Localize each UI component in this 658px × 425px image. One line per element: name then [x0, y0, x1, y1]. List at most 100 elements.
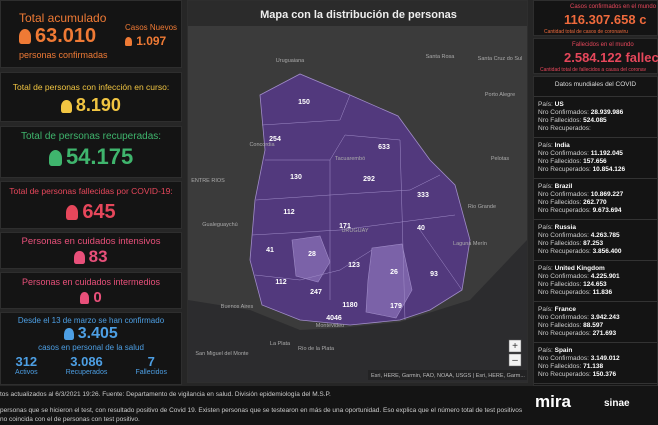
active-value: 8.190 — [1, 95, 181, 116]
field-label: País: — [538, 142, 553, 149]
country-row: País: Russia — [538, 224, 657, 232]
field-value: 4.225.901 — [590, 273, 620, 280]
field-label: Nro Confirmados: — [538, 109, 589, 116]
region-count: 254 — [269, 136, 281, 143]
field-label: Nro Confirmados: — [538, 191, 589, 198]
field-label: Nro Confirmados: — [538, 273, 589, 280]
field-label: País: — [538, 347, 553, 354]
field-value: United Kingdom — [554, 265, 605, 272]
field-label: Nro Fallecidos: — [538, 322, 582, 329]
field-label: Nro Confirmados: — [538, 355, 589, 362]
field-value: 262.770 — [583, 199, 607, 206]
field-label: País: — [538, 101, 553, 108]
country-row: País: India — [538, 142, 657, 150]
field-value: 88.597 — [583, 322, 604, 329]
total-value: 63.010 — [19, 25, 96, 48]
field-label: Nro Recuperados: — [538, 248, 591, 255]
country-row: Nro Confirmados: 10.869.227 — [538, 191, 657, 199]
health-item-label: Fallecidos — [135, 369, 167, 376]
active-title: Total de personas con infección en curso… — [12, 82, 170, 92]
place-label: San Miguel del Monte — [195, 351, 248, 357]
map-controls — [508, 339, 522, 367]
place-label: La Plata — [270, 341, 291, 347]
field-value: 9.673.694 — [592, 207, 622, 214]
country-row: Nro Fallecidos: 157.656 — [538, 158, 657, 166]
field-value: 124.653 — [583, 281, 607, 288]
zoom-in[interactable]: + — [512, 341, 518, 352]
field-value: 4.263.785 — [590, 232, 620, 239]
intermediate-panel: Personas en cuidados intermedios 0 — [0, 272, 182, 309]
world-cases-panel: Casos confirmados en el mundo 116.307.65… — [533, 0, 658, 36]
region-count: 150 — [298, 99, 310, 106]
health-item: 7 Fallecidos — [135, 354, 167, 376]
map-water — [188, 240, 527, 382]
field-label: Nro Confirmados: — [538, 314, 589, 321]
active-panel: Total de personas con infección en curso… — [0, 72, 182, 122]
health-item-value: 3.086 — [70, 354, 103, 369]
country-entry: País: Spain Nro Confirmados: 3.149.012 Nro… — [534, 342, 657, 383]
place-label: ENTRE RIOS — [191, 178, 225, 184]
field-label: Nro Recuperados: — [538, 371, 591, 378]
intermediate-title: Personas en cuidados intermedios — [21, 277, 161, 287]
field-value: US — [554, 101, 564, 108]
world-list: Datos mundiales del COVID País: US Nro Co… — [533, 76, 658, 386]
country-row: Nro Recuperados: 11.836 — [538, 289, 657, 297]
place-label: Santa Cruz do Sul — [478, 56, 523, 62]
health-item-label: Activos — [15, 369, 38, 376]
region-count: 40 — [417, 225, 425, 232]
region-count: 93 — [430, 271, 438, 278]
recovered-value: 54.175 — [1, 144, 181, 170]
field-label: Nro Recuperados: — [538, 289, 591, 296]
field-value: Russia — [554, 224, 576, 231]
country-entry: País: Brazil Nro Confirmados: 10.869.227 N… — [534, 178, 657, 219]
country-entry: País: US Nro Confirmados: 28.939.986 Nro F… — [534, 96, 657, 137]
country-row: Nro Fallecidos: 71.138 — [538, 363, 657, 371]
country-row: Nro Confirmados: 4.263.785 — [538, 232, 657, 240]
field-value: 524.085 — [583, 117, 607, 124]
country-row: Nro Fallecidos: 262.770 — [538, 199, 657, 207]
region-count: 4046 — [326, 315, 342, 322]
place-label: Montevideo — [316, 323, 344, 329]
country-row: País: US — [538, 101, 657, 109]
field-value: 3.942.243 — [590, 314, 620, 321]
country-entry: País: ItalyNro Confirmados: 3.046.762Nro… — [534, 383, 657, 385]
place-label: Gualeguaychú — [202, 222, 237, 228]
field-value: 28.939.986 — [590, 109, 624, 116]
field-value: 11.836 — [592, 289, 613, 296]
place-label: Río de la Plata — [298, 346, 335, 352]
country-row: Nro Confirmados: 28.939.986 — [538, 109, 657, 117]
country-row: Nro Recuperados: 9.673.694 — [538, 207, 657, 215]
country-entry: País: United Kingdom Nro Confirmados: 4.2… — [534, 260, 657, 301]
field-label: País: — [538, 306, 553, 313]
total-title: Total acumulado — [19, 11, 107, 25]
world-list-title: Datos mundiales del COVID — [554, 81, 637, 88]
deceased-number: 645 — [82, 201, 116, 223]
health-value: 3.405 — [1, 325, 181, 343]
place-label: Buenos Aires — [221, 304, 254, 310]
health-title: Desde el 13 de marzo se han confirmado — [17, 316, 165, 325]
region-count: 179 — [390, 303, 402, 310]
zoom-out[interactable]: – — [512, 355, 518, 366]
place-label: URUGUAY — [341, 228, 368, 234]
field-label: Nro Fallecidos: — [538, 363, 582, 370]
department-highlight — [291, 235, 331, 283]
field-label: País: — [538, 224, 553, 231]
field-label: Nro Fallecidos: — [538, 199, 582, 206]
region-count: 247 — [310, 289, 322, 296]
field-value: 10.869.227 — [590, 191, 624, 198]
field-label: Nro Recuperados: — [538, 125, 591, 132]
field-label: Nro Confirmados: — [538, 232, 589, 239]
health-item: 3.086 Recuperados — [66, 354, 108, 376]
health-item-value: 7 — [147, 354, 155, 369]
country-row: País: Spain — [538, 347, 657, 355]
logo-mira: mira — [535, 392, 571, 411]
field-label: Nro Fallecidos: — [538, 281, 582, 288]
logo-sinae: sinae — [604, 398, 630, 409]
field-value: 11.192.045 — [590, 150, 623, 157]
country-row: Nro Recuperados: — [538, 125, 657, 133]
region-count: 171 — [339, 223, 351, 230]
place-label: Rio Grande — [468, 204, 496, 210]
country-row: Nro Recuperados: 10.854.126 — [538, 166, 657, 174]
field-value: France — [554, 306, 576, 313]
place-label: Tacuarembó — [335, 156, 365, 162]
